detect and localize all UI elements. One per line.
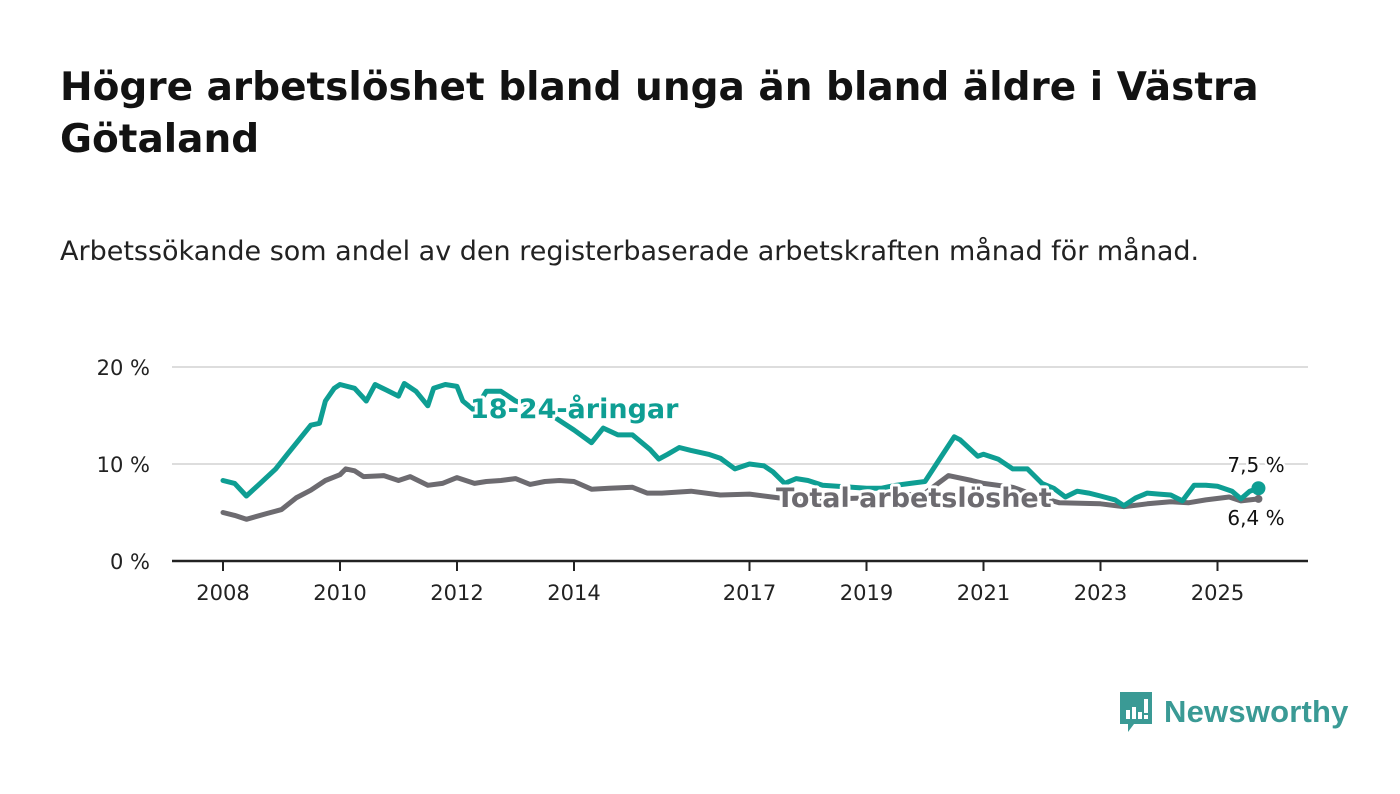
x-tick-label: 2014 [547,581,600,605]
y-tick-label: 0 % [110,550,150,574]
chart-subtitle: Arbetssökande som andel av den registerb… [60,236,1200,267]
brand-name: Newsworthy [1164,694,1349,729]
series-label-youth: 18-24-åringar [470,393,679,425]
x-tick-label: 2017 [723,581,776,605]
x-tick-label: 2025 [1191,581,1244,605]
x-tick-label: 2008 [196,581,249,605]
y-tick-label: 20 % [97,356,150,380]
x-tick-label: 2012 [430,581,483,605]
x-tick-label: 2010 [313,581,366,605]
series-line-total [220,466,1261,522]
series-end-point-youth [1251,481,1266,496]
x-tick-label: 2019 [840,581,893,605]
chart-title: Högre arbetslöshet bland unga än bland ä… [60,65,1259,162]
newsworthy-logo: Newsworthy [1118,690,1349,734]
newsworthy-logo-icon [1120,692,1152,732]
y-tick-label: 10 % [97,453,150,477]
end-value-label-total: 6,4 % [1227,506,1284,530]
series-end-point-total [1254,494,1263,503]
series-line-youth [220,381,1261,509]
x-tick-label: 2021 [957,581,1010,605]
x-tick-label: 2023 [1074,581,1127,605]
series-label-total: Total arbetslöshet [776,483,1052,514]
end-value-label-youth: 7,5 % [1227,453,1284,477]
